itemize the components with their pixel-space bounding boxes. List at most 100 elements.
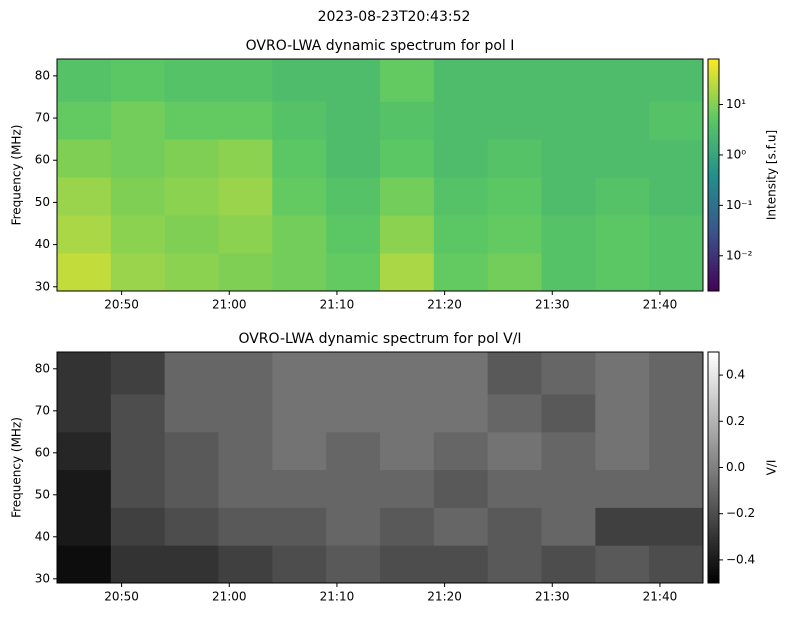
x-tick-label: 21:10 — [320, 298, 355, 312]
colorbar-slice — [708, 137, 719, 141]
heatmap-cell — [218, 545, 273, 584]
colorbar-slice — [708, 386, 719, 391]
x-tick-label: 20:50 — [104, 590, 139, 604]
heatmap-cell — [487, 431, 542, 471]
heatmap-cell — [164, 394, 219, 433]
colorbar-slice — [708, 259, 719, 263]
heatmap-cell — [595, 101, 650, 140]
heatmap-cell — [433, 215, 489, 254]
heatmap-cell — [164, 431, 219, 471]
heatmap-cell — [164, 352, 219, 395]
heatmap-cell — [110, 352, 166, 395]
colorbar-slice — [708, 542, 719, 546]
heatmap-cell — [272, 394, 327, 433]
panel-title: OVRO-LWA dynamic spectrum for pol V/I — [238, 331, 521, 347]
colorbar-slice — [708, 250, 719, 254]
heatmap-cell — [595, 394, 650, 433]
y-tick-label: 50 — [35, 487, 50, 501]
heatmap-cell — [433, 394, 489, 433]
heatmap-cell — [380, 507, 435, 546]
colorbar-slice — [708, 476, 719, 480]
colorbar-tick-label: −0.2 — [726, 506, 755, 520]
colorbar-slice — [708, 424, 719, 428]
colorbar-slice — [708, 562, 719, 567]
colorbar-slice — [708, 571, 719, 575]
colorbar-slice — [708, 539, 719, 544]
heatmap-cell — [272, 139, 327, 178]
heatmap-cell — [649, 139, 704, 178]
colorbar-slice — [708, 458, 719, 463]
colorbar-slice — [708, 82, 719, 86]
colorbar-slice — [708, 536, 719, 541]
colorbar-slice — [708, 557, 719, 561]
colorbar-slice — [708, 134, 719, 138]
heatmap-cell — [110, 139, 166, 178]
colorbar-slice — [708, 235, 719, 240]
heatmap-cell — [380, 177, 435, 216]
heatmap-cell — [541, 139, 596, 178]
heatmap-cell — [380, 394, 435, 433]
heatmap-cell — [110, 253, 166, 292]
heatmap-cell — [272, 545, 327, 584]
y-tick-label: 30 — [35, 279, 50, 293]
x-tick-label: 21:30 — [535, 298, 570, 312]
heatmap-cell — [433, 545, 489, 584]
heatmap-cell — [110, 431, 166, 471]
heatmap-cell — [272, 215, 327, 254]
x-tick-label: 21:20 — [427, 298, 462, 312]
heatmap-cell — [110, 59, 166, 102]
heatmap-cell — [541, 431, 596, 471]
colorbar-slice — [708, 551, 719, 555]
heatmap-cell — [487, 215, 542, 254]
heatmap-cell — [541, 253, 596, 292]
heatmap-cell — [649, 177, 704, 216]
colorbar-slice — [708, 438, 719, 443]
colorbar-slice — [708, 554, 719, 558]
colorbar-slice — [708, 241, 719, 246]
colorbar-slice — [708, 175, 719, 179]
colorbar-slice — [708, 285, 719, 289]
x-tick-label: 21:30 — [535, 590, 570, 604]
heatmap-cell — [110, 215, 166, 254]
heatmap-cell — [649, 394, 704, 433]
heatmap-cell — [433, 352, 489, 395]
colorbar-slice — [708, 59, 719, 63]
colorbar-slice — [708, 375, 719, 379]
colorbar-slice — [708, 409, 719, 414]
heatmap-cell — [380, 215, 435, 254]
y-tick-label: 50 — [35, 195, 50, 209]
heatmap-cell — [218, 431, 273, 471]
colorbar-tick-label: 10⁰ — [726, 147, 746, 161]
colorbar-slice — [708, 204, 719, 208]
colorbar-slice — [708, 545, 719, 549]
heatmap-cell — [487, 253, 542, 292]
heatmap-cell — [433, 253, 489, 292]
colorbar-tick-label: 0.2 — [726, 414, 745, 428]
colorbar-slice — [708, 519, 719, 523]
colorbar-label: Intensity [s.f.u] — [765, 130, 779, 220]
heatmap-cell — [433, 177, 489, 216]
heatmap-cell — [326, 394, 381, 433]
colorbar-slice — [708, 198, 719, 202]
heatmap-cell — [433, 101, 489, 140]
colorbar-slice — [708, 363, 719, 367]
colorbar-slice — [708, 479, 719, 483]
heatmap-cell — [541, 507, 596, 546]
colorbar-slice — [708, 114, 719, 118]
colorbar-slice — [708, 447, 719, 451]
heatmap-cell — [57, 59, 112, 102]
colorbar-slice — [708, 432, 719, 437]
colorbar-slice — [708, 183, 719, 188]
colorbar-slice — [708, 218, 719, 222]
colorbar-slice — [708, 262, 719, 266]
colorbar-slice — [708, 441, 719, 445]
colorbar-slice — [708, 247, 719, 251]
colorbar-slice — [708, 119, 719, 124]
colorbar-tick-label: 0.0 — [726, 460, 745, 474]
heatmap-cell — [218, 253, 273, 292]
heatmap-cell — [595, 545, 650, 584]
heatmap-cell — [380, 59, 435, 102]
heatmap-cell — [57, 545, 112, 584]
colorbar-slice — [708, 279, 719, 283]
